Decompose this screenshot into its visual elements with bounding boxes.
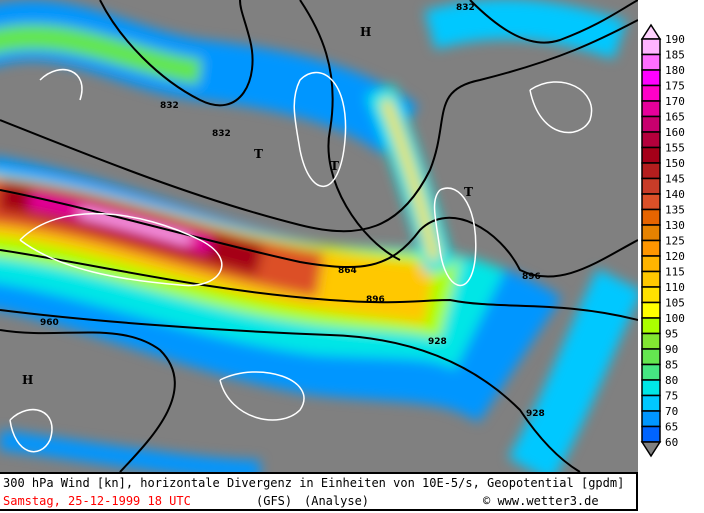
legend-label: 185 bbox=[665, 49, 685, 62]
caption-model: (GFS) bbox=[256, 494, 293, 508]
low-pressure-label: T bbox=[464, 185, 473, 199]
legend-label: 160 bbox=[665, 126, 685, 139]
contour-label: 928 bbox=[428, 337, 447, 347]
legend-label: 85 bbox=[665, 359, 678, 372]
legend-label: 155 bbox=[665, 142, 685, 155]
legend-label: 175 bbox=[665, 80, 685, 93]
contour-label: 832 bbox=[456, 3, 475, 13]
legend-swatch bbox=[641, 177, 661, 195]
geopotential-contours bbox=[0, 0, 639, 473]
legend-label: 110 bbox=[665, 281, 685, 294]
legend-swatch bbox=[641, 270, 661, 288]
legend-label: 170 bbox=[665, 95, 685, 108]
low-pressure-label: T bbox=[330, 159, 339, 173]
legend-label: 165 bbox=[665, 111, 685, 124]
legend-swatch bbox=[641, 53, 661, 71]
legend-label: 90 bbox=[665, 343, 678, 356]
legend-label: 150 bbox=[665, 157, 685, 170]
legend-label: 115 bbox=[665, 266, 685, 279]
pressure-centers: H H T T T bbox=[22, 25, 473, 387]
legend-label: 145 bbox=[665, 173, 685, 186]
legend-label: 75 bbox=[665, 390, 678, 403]
legend-swatch bbox=[641, 224, 661, 242]
legend-swatch bbox=[641, 301, 661, 319]
legend-swatch bbox=[641, 38, 661, 56]
legend-bottom-arrow bbox=[640, 441, 662, 458]
contour-label: 864 bbox=[338, 266, 357, 276]
contour-labels: 832 832 832 864 896 896 928 928 960 bbox=[40, 3, 545, 419]
legend-swatch bbox=[641, 394, 661, 412]
legend-swatch bbox=[641, 348, 661, 366]
legend-swatch bbox=[641, 317, 661, 335]
weather-map: 832 832 832 864 896 896 928 928 960 H H … bbox=[0, 0, 643, 483]
legend-label: 120 bbox=[665, 250, 685, 263]
contour-label: 960 bbox=[40, 318, 59, 328]
legend-label: 125 bbox=[665, 235, 685, 248]
caption-analysis: (Analyse) bbox=[304, 494, 370, 508]
legend-label: 80 bbox=[665, 374, 678, 387]
legend-swatch bbox=[641, 115, 661, 133]
legend-swatch bbox=[641, 379, 661, 397]
legend-label: 135 bbox=[665, 204, 685, 217]
legend-swatch bbox=[641, 208, 661, 226]
caption-date: Samstag, 25-12-1999 18 UTC bbox=[3, 494, 191, 508]
contour-label: 896 bbox=[522, 272, 541, 282]
legend-swatch bbox=[641, 425, 661, 443]
wind-speed-field bbox=[0, 0, 643, 483]
legend-swatch bbox=[641, 410, 661, 428]
contour-label: 832 bbox=[212, 129, 231, 139]
low-pressure-label: T bbox=[254, 147, 263, 161]
contour-label: 928 bbox=[526, 409, 545, 419]
legend-label: 180 bbox=[665, 64, 685, 77]
color-legend: 190 185 180 175 170 165 160 155 150 145 140 135 130 1… bbox=[638, 0, 704, 472]
legend-swatch bbox=[641, 286, 661, 304]
map-caption: 300 hPa Wind [kn], horizontale Divergenz… bbox=[0, 472, 638, 511]
legend-label: 100 bbox=[665, 312, 685, 325]
legend-label: 190 bbox=[665, 33, 685, 46]
legend-swatch bbox=[641, 363, 661, 381]
legend-swatch bbox=[641, 146, 661, 164]
legend-swatch bbox=[641, 332, 661, 350]
caption-title: 300 hPa Wind [kn], horizontale Divergenz… bbox=[3, 476, 625, 490]
legend-label: 95 bbox=[665, 328, 678, 341]
legend-label: 140 bbox=[665, 188, 685, 201]
legend-label: 65 bbox=[665, 421, 678, 434]
contour-label: 832 bbox=[160, 101, 179, 111]
legend-label: 70 bbox=[665, 405, 678, 418]
map-svg: 832 832 832 864 896 896 928 928 960 H H … bbox=[0, 0, 643, 483]
divergence-contours bbox=[9, 69, 593, 453]
legend-swatch bbox=[641, 193, 661, 211]
legend-swatch bbox=[641, 239, 661, 257]
caption-copyright: © www.wetter3.de bbox=[483, 494, 599, 508]
high-pressure-label: H bbox=[360, 25, 371, 39]
legend-swatch bbox=[641, 84, 661, 102]
legend-swatch bbox=[641, 100, 661, 118]
contour-label: 896 bbox=[366, 295, 385, 305]
legend-swatch bbox=[641, 69, 661, 87]
legend-swatch bbox=[641, 131, 661, 149]
legend-label: 105 bbox=[665, 297, 685, 310]
legend-swatch bbox=[641, 162, 661, 180]
legend-swatch bbox=[641, 255, 661, 273]
legend-label: 130 bbox=[665, 219, 685, 232]
legend-svg: 190 185 180 175 170 165 160 155 150 145 140 135 130 1… bbox=[640, 23, 685, 458]
legend-top-arrow bbox=[640, 23, 662, 40]
legend-label: 60 bbox=[665, 436, 678, 449]
high-pressure-label: H bbox=[22, 373, 33, 387]
